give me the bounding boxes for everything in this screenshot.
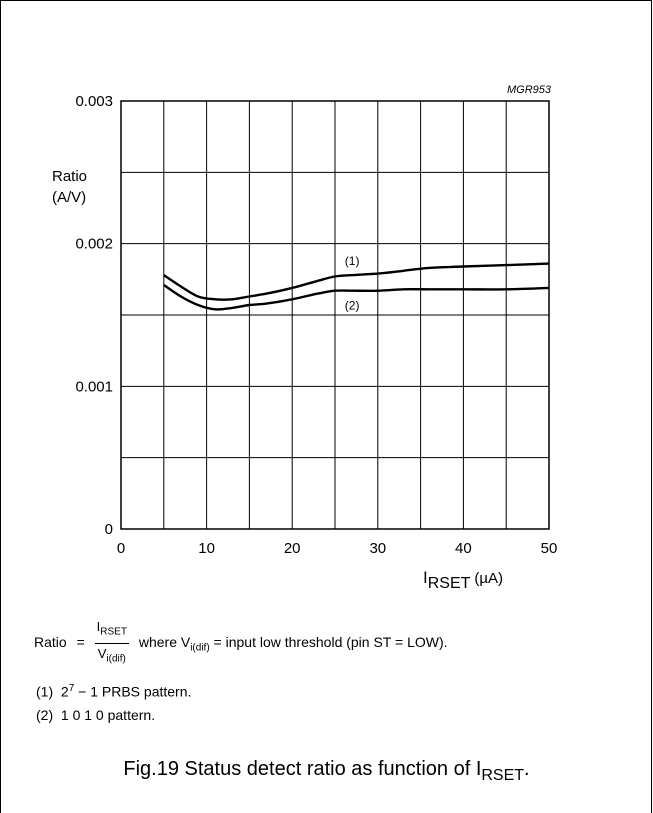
x-tick-label: 30 bbox=[369, 540, 386, 557]
numerator-main: I bbox=[96, 619, 101, 634]
figure-caption: Fig.19 Status detect ratio as function o… bbox=[0, 758, 653, 785]
caption-text: Fig.19 Status detect ratio as function o… bbox=[123, 758, 482, 780]
denominator-main: V bbox=[97, 645, 107, 661]
note-1-text: − 1 PRBS pattern. bbox=[74, 683, 192, 700]
x-tick-label: 10 bbox=[198, 540, 215, 557]
caption-sub: RSET bbox=[481, 767, 525, 784]
y-tick-label: 0 bbox=[105, 521, 113, 538]
y-tick-label: 0.001 bbox=[75, 378, 113, 395]
numerator-sub: RSET bbox=[100, 626, 127, 638]
note-2-tag: (2) bbox=[36, 707, 54, 723]
note-1: (1) 27 − 1 PRBS pattern. bbox=[36, 680, 191, 701]
note-2-text: 1 0 1 0 pattern. bbox=[60, 707, 156, 723]
x-axis-label-unit: (µA) bbox=[474, 570, 503, 587]
formula-numerator: IRSET bbox=[94, 618, 129, 644]
series-label-2: (2) bbox=[345, 299, 360, 313]
formula-rest: = input low threshold (pin ST = LOW). bbox=[209, 633, 448, 650]
denominator-sub: i(dif) bbox=[106, 653, 126, 665]
note-1-sup: 7 bbox=[68, 683, 75, 694]
formula-lhs: Ratio bbox=[34, 633, 67, 650]
x-axis-label-sub: RSET bbox=[428, 575, 471, 592]
formula-line: Ratio = IRSET Vi(dif) where Vi(dif) = in… bbox=[34, 618, 448, 668]
series-label-1: (1) bbox=[345, 254, 360, 268]
y-axis-label-line2: (A/V) bbox=[52, 189, 86, 206]
figure-code: MGR953 bbox=[507, 84, 552, 96]
grid bbox=[121, 101, 549, 529]
x-tick-label: 0 bbox=[117, 540, 125, 557]
y-tick-label: 0.003 bbox=[75, 93, 113, 110]
x-axis-label: IRSET (µA) bbox=[423, 568, 503, 592]
formula-denominator: Vi(dif) bbox=[95, 644, 129, 669]
x-ticks: 0 10 20 30 40 50 bbox=[117, 540, 558, 557]
plot-frame bbox=[120, 100, 550, 530]
x-tick-label: 20 bbox=[284, 540, 301, 557]
y-axis-label-line1: Ratio bbox=[52, 168, 87, 185]
caption-end: . bbox=[524, 758, 530, 780]
x-tick-label: 40 bbox=[455, 540, 472, 557]
series-line-2 bbox=[163, 283, 550, 311]
formula-fraction: IRSET Vi(dif) bbox=[94, 618, 129, 669]
note-1-tag: (1) bbox=[36, 683, 54, 700]
note-2: (2) 1 0 1 0 pattern. bbox=[36, 706, 155, 724]
x-tick-label: 50 bbox=[541, 540, 558, 557]
note-1-base: 2 bbox=[60, 683, 69, 700]
y-tick-label: 0.002 bbox=[75, 236, 113, 253]
x-axis-label-main: I bbox=[423, 568, 428, 587]
formula-eq: = bbox=[76, 633, 85, 650]
series-line-1 bbox=[163, 262, 550, 301]
y-ticks: 0 0.001 0.002 0.003 bbox=[75, 93, 113, 538]
formula-where-sub: i(dif) bbox=[190, 642, 210, 654]
series-group: (1) (2) bbox=[163, 254, 550, 313]
formula-where: where V bbox=[138, 633, 191, 650]
